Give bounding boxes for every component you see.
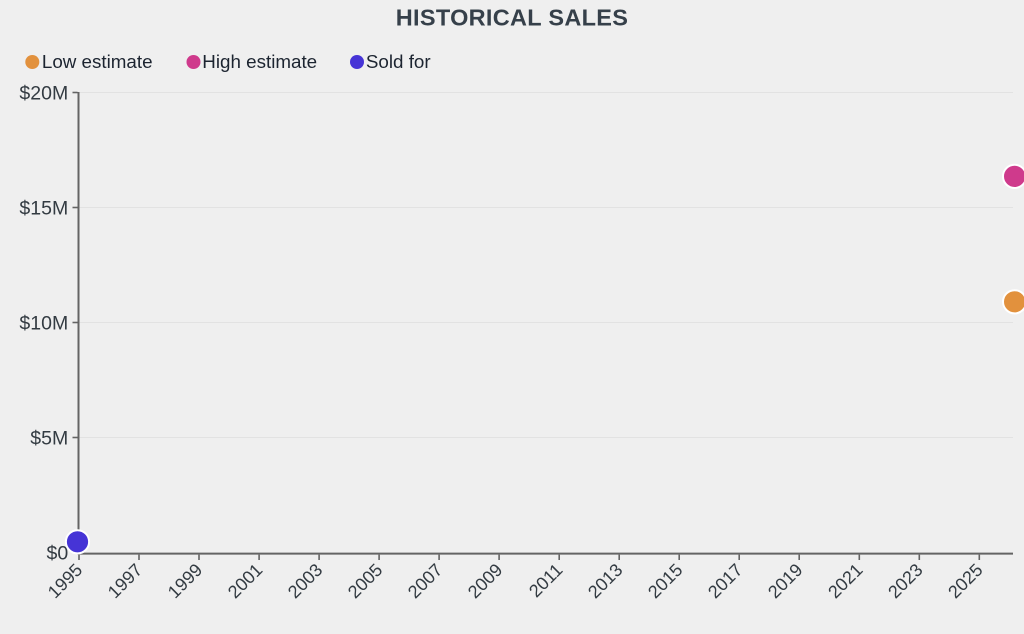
svg-text:High estimate: High estimate (202, 51, 317, 72)
svg-text:$20M: $20M (19, 82, 68, 104)
svg-text:$15M: $15M (19, 197, 68, 219)
svg-text:HISTORICAL SALES: HISTORICAL SALES (396, 5, 628, 31)
svg-text:$10M: $10M (19, 312, 68, 334)
svg-text:Low estimate: Low estimate (42, 51, 153, 72)
svg-text:Sold for: Sold for (366, 51, 431, 72)
svg-text:$0: $0 (46, 542, 68, 564)
svg-text:$5M: $5M (30, 427, 68, 449)
